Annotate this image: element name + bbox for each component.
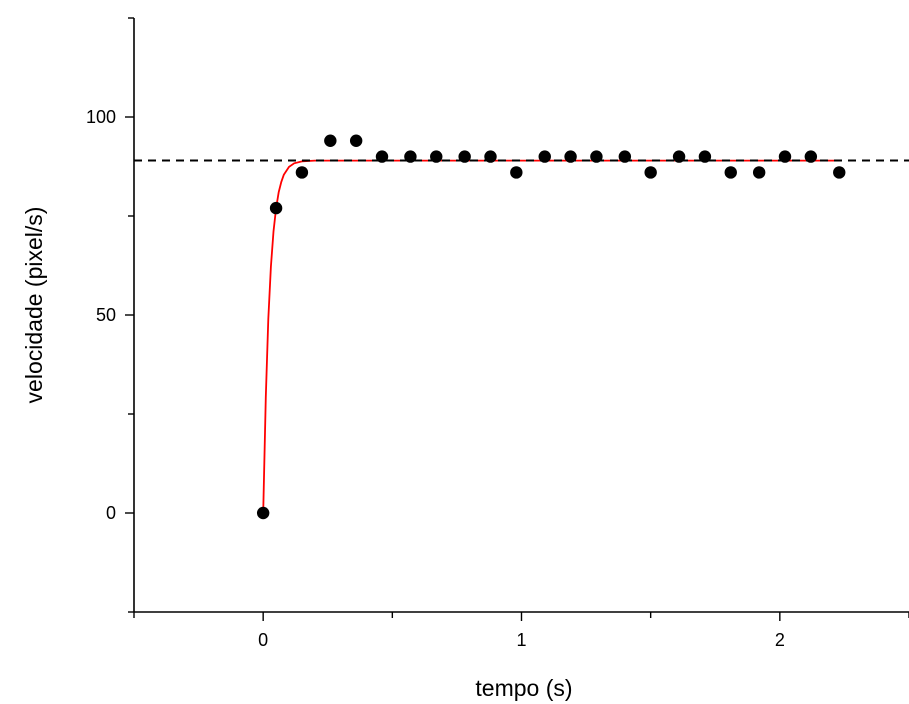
data-point	[484, 150, 497, 163]
data-point	[778, 150, 792, 163]
data-point	[256, 506, 270, 520]
x-axis-title: tempo (s)	[475, 675, 572, 701]
data-point	[804, 150, 818, 163]
data-point	[349, 134, 363, 147]
fit-curve-line	[262, 159, 840, 514]
x-tick-label: 2	[775, 630, 785, 650]
data-point	[564, 150, 577, 163]
data-point	[590, 150, 603, 163]
data-point	[698, 150, 712, 163]
axes: 0 50 100 0 1 2	[86, 17, 909, 650]
data-point	[644, 166, 657, 179]
y-axis-title: velocidade (pixel/s)	[21, 207, 47, 404]
x-tick-label: 1	[516, 630, 526, 650]
data-point	[752, 166, 766, 179]
data-point	[458, 150, 471, 163]
y-tick-label: 0	[106, 503, 116, 523]
fit-curve-layer	[262, 159, 840, 514]
data-point	[724, 166, 737, 179]
data-point	[324, 134, 337, 147]
data-point	[538, 150, 551, 163]
data-point	[404, 150, 417, 163]
y-tick-label: 50	[96, 305, 116, 325]
data-point	[375, 150, 389, 163]
data-point	[618, 150, 632, 163]
y-tick-label: 100	[86, 107, 116, 127]
data-points-layer	[256, 134, 846, 520]
data-point	[833, 166, 846, 179]
x-tick-label: 0	[258, 630, 268, 650]
data-point	[269, 201, 283, 215]
data-point	[672, 150, 686, 163]
data-point	[430, 150, 443, 163]
data-point	[510, 166, 523, 179]
data-point	[295, 166, 309, 179]
